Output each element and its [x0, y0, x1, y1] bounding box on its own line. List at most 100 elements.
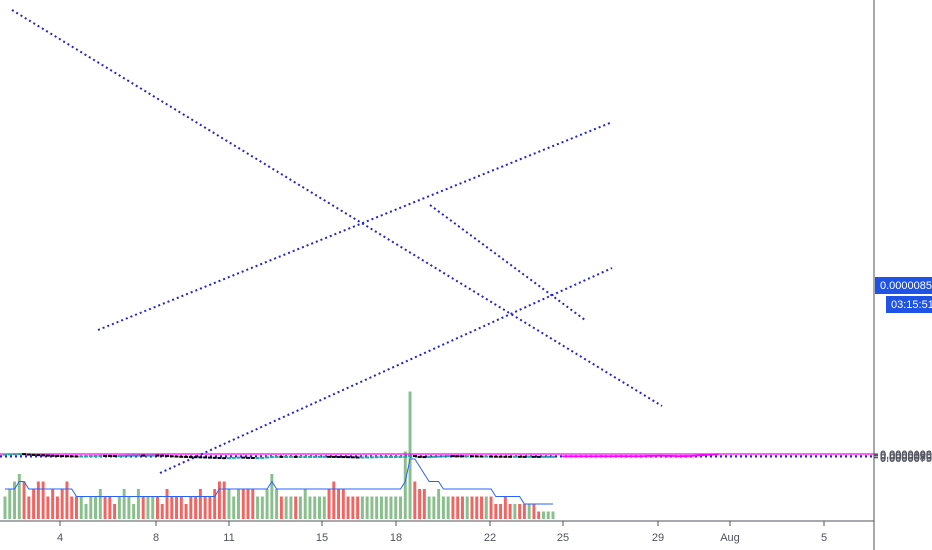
candle-body — [184, 455, 189, 458]
candle — [489, 455, 494, 458]
candle — [74, 455, 79, 458]
trend-lines — [0, 9, 874, 474]
volume-bar — [489, 496, 493, 519]
candle-body — [493, 455, 498, 458]
candle — [522, 455, 527, 458]
candle-body — [84, 455, 88, 458]
candle — [384, 456, 389, 459]
candle-body — [160, 454, 165, 457]
trendline-channel-upper[interactable] — [97, 122, 611, 331]
candle — [331, 455, 336, 458]
volume-bar — [156, 496, 159, 519]
volume-bar — [503, 496, 507, 519]
candle-body — [403, 455, 408, 458]
candle — [22, 453, 27, 456]
candle — [508, 455, 513, 458]
candle — [141, 454, 146, 457]
candle — [193, 456, 198, 459]
candle-body — [327, 455, 332, 458]
candle-body — [422, 456, 427, 459]
forecast-path — [562, 453, 719, 458]
price-axis[interactable]: 0.000010000.000009500.000009000.00000800… — [874, 449, 932, 465]
candle-body — [322, 455, 327, 458]
candle — [98, 454, 103, 457]
volume-bar — [141, 496, 145, 519]
candle-body — [479, 455, 484, 458]
candle — [393, 455, 398, 458]
volume-bar — [70, 496, 74, 519]
candle — [107, 454, 112, 457]
candle — [69, 455, 74, 458]
candle-body — [274, 455, 279, 458]
candle — [279, 455, 284, 458]
volume-bar — [127, 496, 131, 519]
current-price-label: 0.00000853 — [880, 280, 932, 292]
price-tick-label: 0.00000750 — [880, 453, 932, 465]
volume-bar — [13, 481, 17, 519]
trendline-upper-descending[interactable] — [11, 9, 663, 407]
volume-bar — [113, 504, 117, 519]
volume-bar — [389, 496, 393, 519]
candle — [479, 455, 484, 458]
candle-body — [531, 455, 536, 458]
volume-bar — [136, 489, 140, 519]
candle-body — [69, 455, 74, 458]
candle — [7, 453, 12, 456]
candle-body — [231, 456, 236, 459]
candle — [355, 456, 360, 459]
forecast-curve[interactable] — [562, 453, 719, 458]
volume-bar — [170, 496, 174, 519]
volume-bar — [217, 481, 221, 519]
candle — [217, 456, 222, 459]
candle-body — [207, 456, 212, 459]
candle-body — [508, 455, 513, 458]
volume-bar — [122, 489, 126, 519]
candle — [336, 455, 341, 458]
volume-bar — [527, 504, 531, 519]
candle-body — [136, 454, 141, 457]
volume-bar — [165, 489, 169, 519]
volume-bar — [456, 496, 460, 519]
candle — [417, 455, 422, 458]
candle-body — [379, 456, 384, 459]
volume-bar — [275, 489, 279, 519]
candle — [474, 455, 479, 458]
countdown-label: 03:15:51 — [891, 299, 932, 311]
time-tick-label: 8 — [153, 532, 159, 544]
candle-body — [122, 454, 127, 457]
candle-body — [279, 455, 284, 458]
candle — [460, 455, 465, 458]
candle — [169, 455, 174, 458]
time-axis[interactable]: 4 8 11 15 18 22 25 29 Aug 5 — [57, 521, 827, 544]
time-tick-label: 15 — [316, 532, 328, 544]
candle-body — [527, 455, 532, 458]
candle-body — [165, 454, 169, 457]
candle — [203, 456, 208, 459]
volume-bar — [246, 489, 250, 519]
volume-bar — [3, 496, 7, 519]
trendline-local-descending[interactable] — [429, 204, 586, 321]
candle — [317, 455, 322, 458]
candle — [64, 455, 69, 458]
candle-body — [103, 454, 108, 457]
candle-body — [236, 456, 241, 459]
candle-body — [222, 457, 227, 460]
volume-bar — [346, 496, 350, 519]
candle — [503, 455, 508, 458]
volume-bar — [508, 504, 512, 519]
candle — [212, 456, 217, 459]
volume-bar — [237, 489, 240, 519]
candle-body — [307, 455, 312, 458]
volume-bar — [194, 496, 198, 519]
candle — [112, 455, 117, 458]
candle — [26, 453, 31, 456]
trendline-lower-ascending[interactable] — [159, 267, 613, 474]
volume-bar — [365, 496, 369, 519]
candle — [179, 455, 184, 458]
candle — [188, 456, 193, 459]
volume-bar — [518, 504, 522, 519]
candle — [389, 455, 393, 458]
candle — [117, 455, 122, 458]
candle — [31, 453, 36, 456]
